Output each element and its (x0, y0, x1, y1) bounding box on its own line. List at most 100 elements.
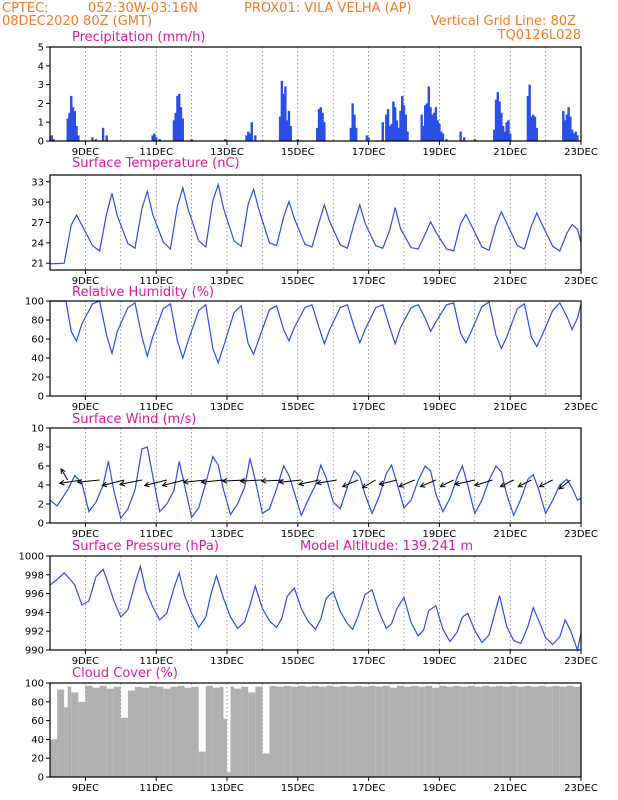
precip-bar (247, 131, 250, 141)
pressure-ytick-label: 994 (25, 608, 44, 619)
cloud-bar (510, 685, 518, 777)
precip-bar (282, 94, 285, 141)
precip-bar (563, 120, 567, 141)
wind-arrow-head (315, 479, 322, 486)
wind-xtick-label: 23DEC (564, 529, 598, 540)
wind-arrow-head (76, 478, 83, 485)
cloud-bar (234, 688, 242, 777)
pressure-xtick-label: 9DEC (72, 656, 99, 667)
wind-arrow-shaft (539, 479, 553, 488)
precip-bar (567, 107, 570, 141)
temp-xtick-label: 21DEC (493, 276, 527, 287)
temp-ytick-label: 30 (31, 198, 44, 209)
cloud-bar (290, 686, 298, 777)
precip-bar (105, 135, 108, 141)
precip-bar (284, 86, 287, 141)
cloud-bar (503, 686, 511, 777)
pressure-annotation: Model Altitude: 139.241 m (300, 539, 473, 554)
cloud-bar (142, 687, 150, 777)
precip-bar (254, 135, 257, 141)
precip-bar (381, 122, 384, 141)
cloud-bar (248, 692, 256, 777)
precip-bar (576, 135, 579, 141)
cloud-bar (184, 687, 192, 777)
precip-bar (351, 103, 354, 141)
precip-ytick-label: 1 (38, 118, 44, 129)
humidity-ytick-label: 80 (31, 316, 44, 327)
pressure-xtick-label: 17DEC (352, 656, 386, 667)
pressure-title: Surface Pressure (hPa) (72, 539, 219, 554)
temp-xtick-label: 23DEC (564, 276, 598, 287)
wind-arrow-shaft (60, 468, 69, 481)
precip-xtick-label: 21DEC (493, 147, 527, 158)
precip-bar (395, 120, 399, 141)
wind-arrow-shaft (440, 479, 454, 488)
precip-bar (181, 118, 184, 141)
cloud-bar (432, 687, 440, 777)
wind-xtick-label: 21DEC (493, 529, 527, 540)
precip-bar (224, 139, 227, 141)
precip-bar (565, 114, 569, 141)
wind-arrow-shaft (162, 479, 185, 486)
cloud-bar (177, 685, 185, 777)
cloud-bar (333, 686, 341, 777)
precip-bar (94, 139, 98, 141)
precip-bar (429, 107, 432, 141)
precip-bar (535, 127, 538, 141)
wind-arrow-shaft (454, 479, 475, 485)
precip-ytick-label: 3 (38, 80, 44, 91)
wind-arrow-head (473, 481, 480, 487)
pressure-xtick-label: 19DEC (423, 656, 457, 667)
cloud-bar (255, 686, 263, 777)
wind-arrow-head (200, 478, 207, 485)
humidity-ytick-label: 40 (31, 354, 44, 365)
wind-arrow-head (341, 482, 348, 488)
wind-series-line (49, 446, 582, 520)
precip-bar (50, 135, 53, 141)
cloud-bar (396, 685, 404, 777)
precip-bar (289, 125, 292, 141)
wind-arrow-head (221, 478, 228, 484)
precip-bar (503, 131, 507, 141)
cloud-ytick-label: 80 (31, 697, 44, 708)
temp-xtick-label: 9DEC (72, 276, 99, 287)
temp-xtick-label: 13DEC (210, 276, 244, 287)
cloud-bar (481, 685, 489, 777)
wind-ytick-label: 2 (38, 500, 44, 511)
precip-bar (321, 112, 324, 141)
wind-xtick-label: 13DEC (210, 529, 244, 540)
wind-xtick-label: 19DEC (423, 529, 457, 540)
humidity-xtick-label: 15DEC (281, 402, 315, 413)
precip-title: Precipitation (mm/h) (72, 30, 205, 45)
precip-bar (245, 135, 248, 141)
cloud-bar (134, 686, 143, 777)
wind-arrow-head (161, 481, 168, 488)
precip-bar (77, 135, 80, 141)
pressure-xtick-label: 11DEC (139, 656, 173, 667)
cloud-frame (49, 682, 582, 778)
pressure-xtick-label: 15DEC (281, 656, 315, 667)
wind-arrow-shaft (299, 479, 320, 485)
precip-bar (562, 110, 565, 141)
precip-bar (397, 127, 400, 141)
precip-ytick-label: 5 (38, 43, 44, 54)
precip-bar (431, 114, 434, 141)
precip-bar (151, 135, 154, 141)
wind-arrow-head (119, 480, 125, 487)
cloud-bar (223, 718, 227, 777)
wind-arrow-head (298, 480, 305, 487)
cloud-bar (340, 685, 348, 777)
cloud-bar (198, 751, 206, 777)
precip-bar (422, 125, 425, 141)
humidity-xtick-label: 11DEC (139, 402, 173, 413)
cloud-bar (354, 685, 362, 777)
pressure-series-line (49, 563, 582, 653)
wind-arrow-head (143, 481, 150, 488)
wind-arrow-shaft (379, 479, 398, 485)
wind-arrow-head (378, 480, 385, 487)
precip-bar (439, 131, 443, 141)
temp-xtick-label: 19DEC (423, 276, 457, 287)
precip-frame (49, 46, 582, 142)
precip-bar (501, 125, 505, 141)
cloud-bar (347, 686, 355, 777)
